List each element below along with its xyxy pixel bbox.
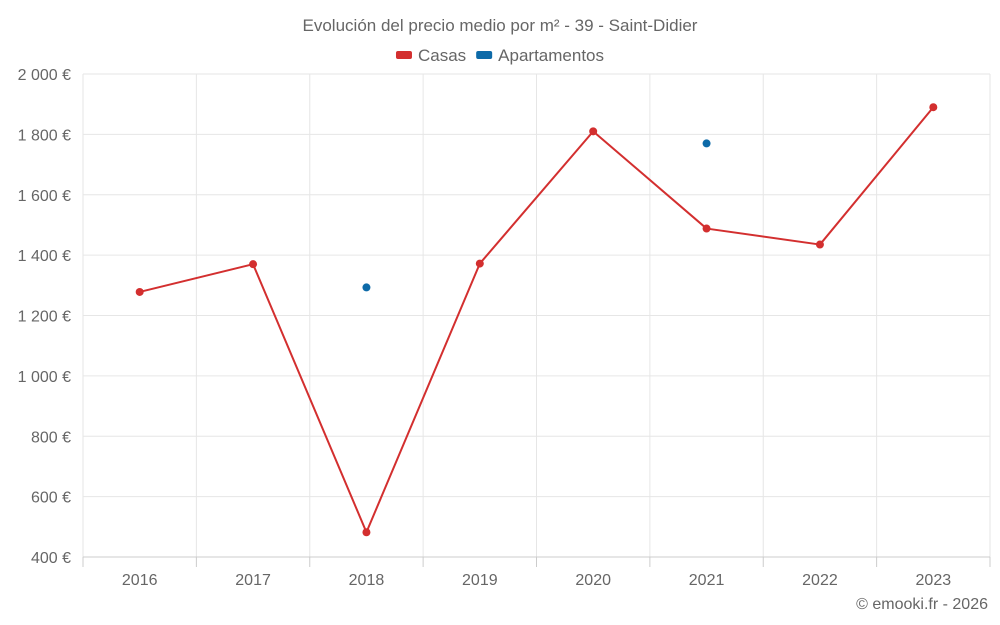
gridlines — [82, 73, 991, 557]
y-tick-label: 1 200 € — [18, 309, 71, 326]
legend-label: Casas — [418, 46, 466, 65]
chart-title: Evolución del precio medio por m² - 39 -… — [303, 16, 698, 35]
legend[interactable]: Casas Apartamentos — [395, 46, 604, 65]
x-tick-label: 2017 — [235, 572, 271, 589]
y-tick-label: 600 € — [31, 490, 71, 507]
data-point-apartamentos-2021[interactable] — [702, 139, 711, 148]
legend-item-casas[interactable]: Casas — [395, 46, 466, 65]
y-tick-label: 400 € — [31, 550, 71, 567]
x-tick-label: 2022 — [802, 572, 838, 589]
data-point-casas-2020[interactable] — [589, 127, 598, 136]
y-tick-label: 1 800 € — [18, 127, 71, 144]
x-tick-label: 2023 — [916, 572, 952, 589]
data-point-apartamentos-2018[interactable] — [362, 283, 371, 292]
legend-item-apartamentos[interactable]: Apartamentos — [476, 46, 604, 65]
y-tick-label: 1 400 € — [18, 248, 71, 265]
y-tick-label: 1 600 € — [18, 188, 71, 205]
legend-symbol — [395, 51, 412, 59]
legend-symbol — [476, 51, 493, 59]
data-point-casas-2018[interactable] — [362, 528, 371, 537]
x-tick-label: 2019 — [462, 572, 498, 589]
data-point-casas-2022[interactable] — [815, 240, 824, 249]
x-tick-label: 2018 — [349, 572, 385, 589]
y-tick-label: 800 € — [31, 429, 71, 446]
legend-label: Apartamentos — [498, 46, 604, 65]
data-point-casas-2023[interactable] — [929, 103, 938, 112]
series-line-casas — [139, 106, 935, 534]
y-tick-label: 2 000 € — [18, 67, 71, 84]
series-layer — [135, 103, 938, 537]
data-point-casas-2019[interactable] — [475, 259, 484, 268]
credit-text: © emooki.fr - 2026 — [856, 596, 988, 613]
x-tick-label: 2016 — [122, 572, 158, 589]
x-tick-label: 2020 — [575, 572, 611, 589]
x-tick-label: 2021 — [689, 572, 725, 589]
data-point-casas-2017[interactable] — [249, 260, 258, 269]
data-point-casas-2021[interactable] — [702, 224, 711, 233]
y-tick-label: 1 000 € — [18, 369, 71, 386]
data-point-casas-2016[interactable] — [135, 287, 144, 296]
axes: 400 € 600 € 800 € 1 000 € 1 200 € 1 400 € 1 60… — [18, 67, 991, 589]
